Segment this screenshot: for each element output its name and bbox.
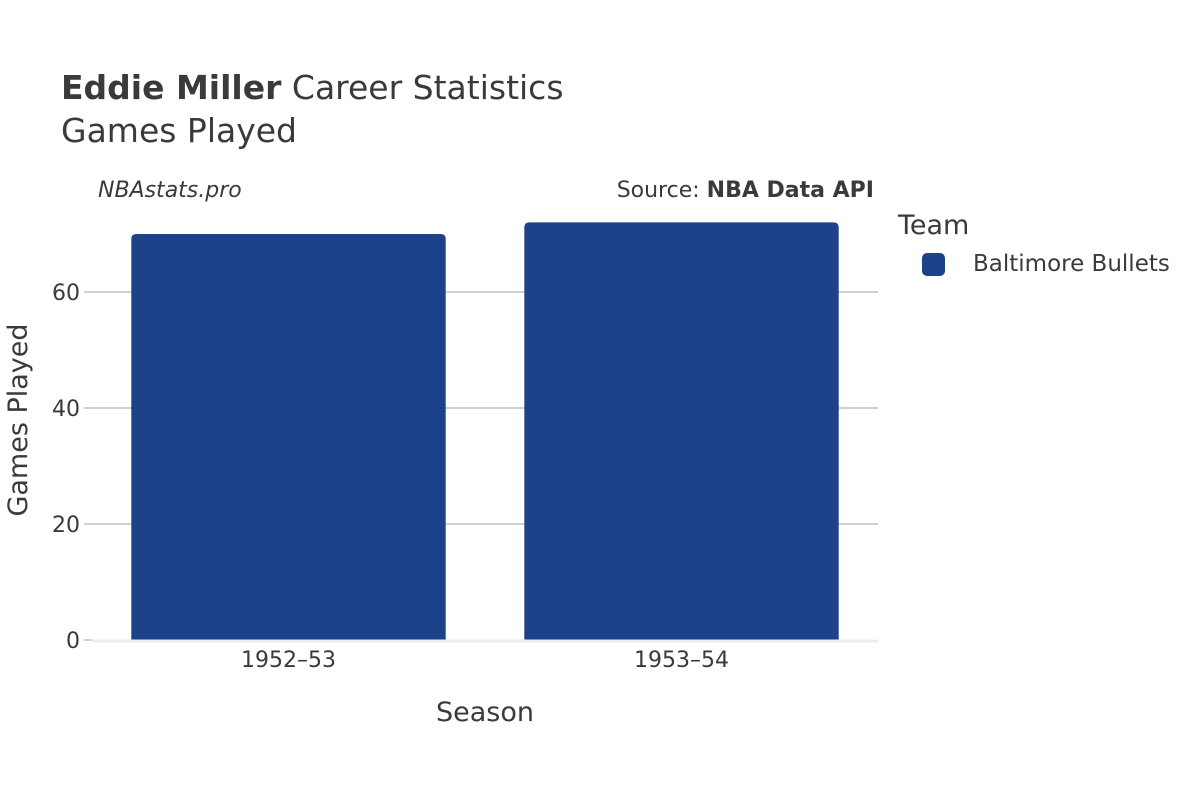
legend-swatch [922,252,945,276]
bar-1952–53[interactable] [131,234,446,640]
y-tick-label-20: 20 [52,513,80,538]
source-name: NBA Data API [706,178,874,203]
x-tick-label-1952–53: 1952–53 [241,648,336,673]
y-tick-label-60: 60 [52,281,80,306]
watermark-text: NBAstats.pro [98,178,242,203]
bars [131,222,839,640]
x-axis-title: Season [436,697,534,728]
chart-title-block: Eddie Miller Career Statistics Games Pla… [61,68,564,154]
player-name: Eddie Miller [61,68,282,107]
y-axis-title: Games Played [3,323,34,516]
axes: 0 20 40 60 1952–53 1953–54 [52,281,878,673]
chart-title: Eddie Miller Career Statistics [61,68,564,108]
x-tick-label-1953–54: 1953–54 [634,648,729,673]
y-tick-label-0: 0 [66,629,80,654]
legend: Team Baltimore Bullets [898,210,1170,277]
y-tick-label-40: 40 [52,397,80,422]
chart-subtitle: Games Played [61,111,297,150]
bar-1953–54[interactable] [524,222,839,640]
title-suffix: Career Statistics [281,68,564,107]
source-prefix: Source: [616,178,707,203]
legend-item-baltimore-bullets[interactable]: Baltimore Bullets [922,251,1170,277]
legend-label: Baltimore Bullets [973,251,1170,277]
source-credit: Source: NBA Data API [617,178,874,203]
legend-title: Team [898,210,970,241]
